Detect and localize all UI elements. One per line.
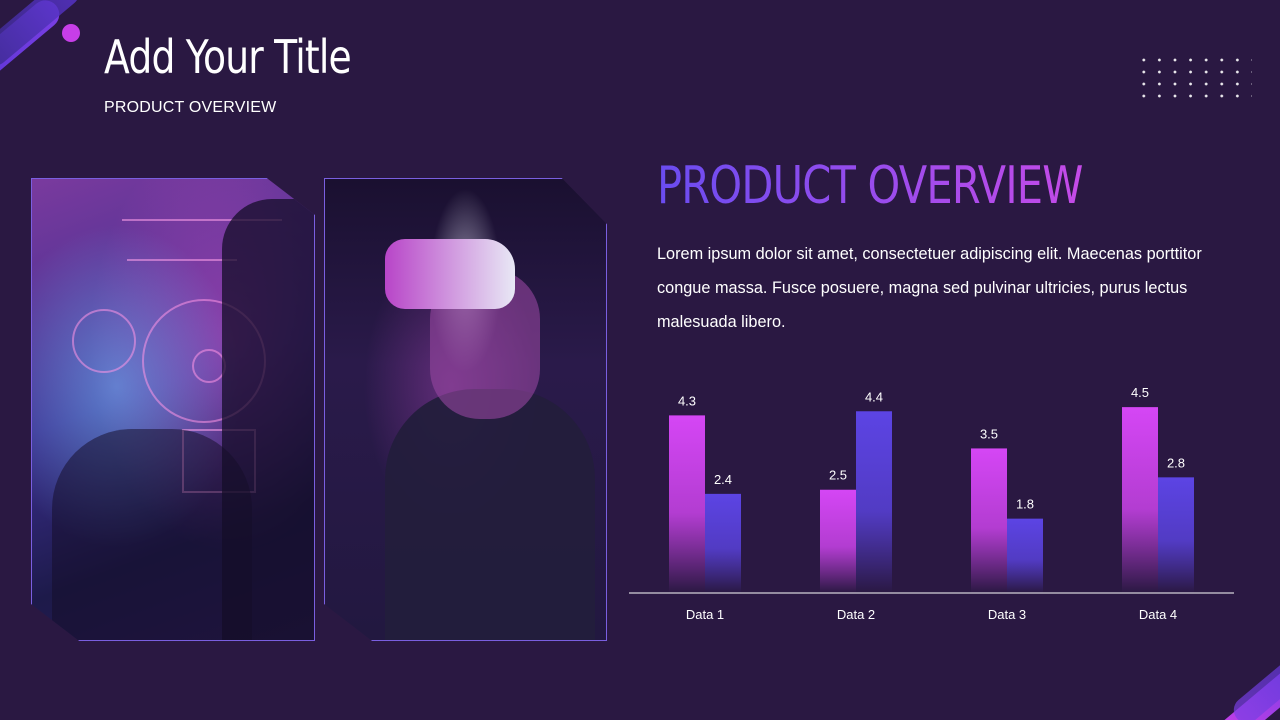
x-tick-label: Data 2: [837, 607, 875, 622]
bar-chart-svg: 4.3 2.4 Data 1 2.5 4.4 Data 2 3.5 1.8 Data 3 4.5 2…: [629, 385, 1234, 622]
slide-subtitle: PRODUCT OVERVIEW: [104, 99, 277, 116]
body-paragraph: Lorem ipsum dolor sit amet, consectetuer…: [657, 245, 1202, 331]
data-label: 4.5: [1131, 385, 1149, 400]
x-tick-label: Data 1: [686, 607, 724, 622]
data-label: 4.3: [678, 393, 696, 408]
vr-headset-shape: [385, 239, 515, 309]
bar-data-1-series-2: [705, 493, 741, 593]
data-label: 2.8: [1167, 455, 1185, 470]
bar-data-4-series-1: [1122, 407, 1158, 593]
decoration-dot-grid: [1136, 54, 1252, 104]
bar-chart: 4.3 2.4 Data 1 2.5 4.4 Data 2 3.5 1.8 Data 3 4.5 2…: [620, 370, 1250, 640]
x-tick-label: Data 3: [988, 607, 1026, 622]
bar-data-3-series-2: [1007, 518, 1043, 593]
decoration-dot: [62, 24, 80, 42]
data-label: 4.4: [865, 389, 883, 404]
data-label: 2.4: [714, 472, 732, 487]
section-heading: PRODUCT OVERVIEW: [657, 156, 1083, 216]
decoration-bottom-right: [1210, 650, 1280, 720]
x-tick-label: Data 4: [1139, 607, 1177, 622]
data-label: 3.5: [980, 426, 998, 441]
photo-person-vr-headset: [324, 178, 607, 641]
slide-title: Add Your Title: [104, 30, 352, 84]
bar-data-3-series-1: [971, 448, 1007, 593]
bar-data-1-series-1: [669, 415, 705, 593]
decoration-top-left: [0, 0, 90, 90]
bar-data-2-series-1: [820, 489, 856, 593]
data-label: 2.5: [829, 468, 847, 483]
bar-data-4-series-2: [1158, 477, 1194, 593]
data-label: 1.8: [1016, 497, 1034, 512]
photo-person-touching-hud: [31, 178, 315, 641]
bar-data-2-series-2: [856, 411, 892, 593]
